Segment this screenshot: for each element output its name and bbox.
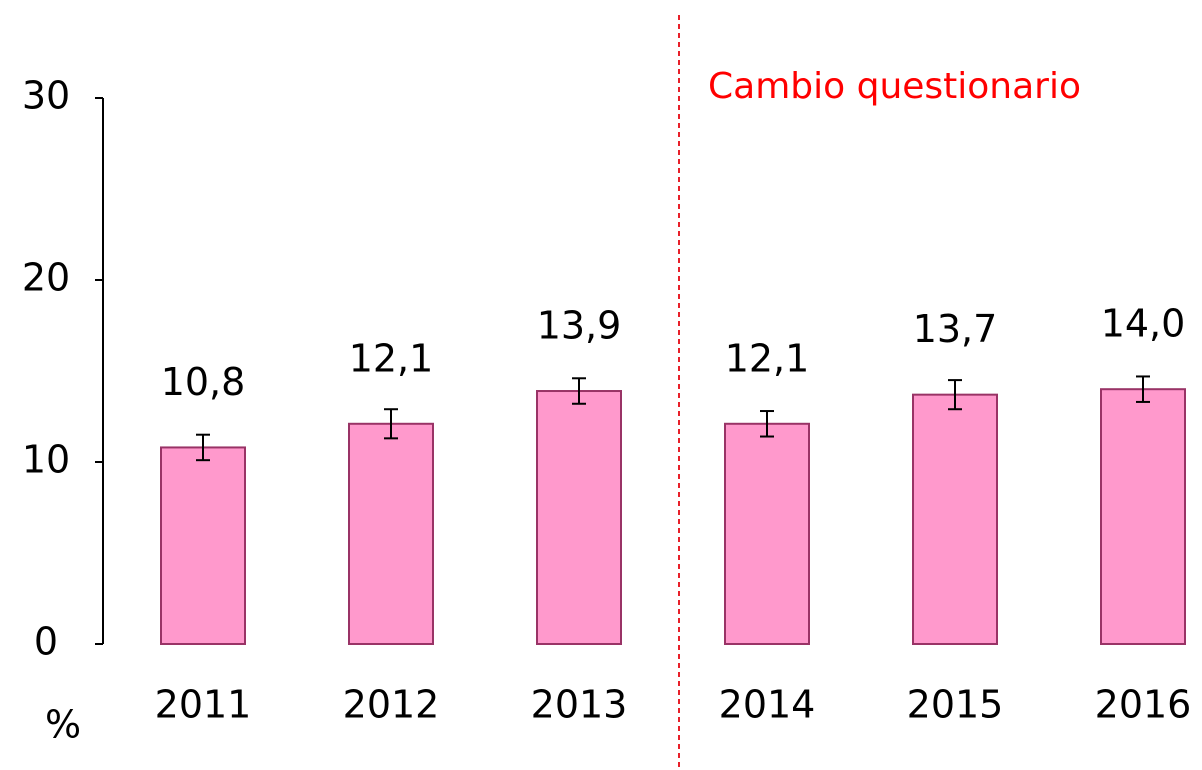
x-tick-label: 2013 [531,683,628,727]
bar [536,390,622,645]
value-label: 12,1 [725,336,810,380]
x-tick-label: 2012 [343,683,440,727]
y-axis-label: % [45,703,81,747]
y-tick-label: 0 [34,620,58,664]
value-label: 14,0 [1101,302,1186,346]
x-tick-label: 2015 [907,683,1004,727]
error-bar [384,408,398,440]
error-bar [572,377,586,405]
value-label: 10,8 [161,360,246,404]
value-label: 13,9 [537,304,622,348]
bar [912,393,998,645]
error-bar [760,410,774,438]
bar [348,422,434,645]
x-tick-label: 2016 [1095,683,1192,727]
y-tick-label: 20 [22,256,70,300]
annotation: Cambio questionario [708,66,1081,107]
bar [1100,388,1186,646]
x-tick-label: 2014 [719,683,816,727]
error-bar [1136,375,1150,403]
error-bar [948,379,962,411]
y-tick-label: 30 [22,74,70,118]
x-tick-label: 2011 [155,683,252,727]
y-tick-label: 10 [22,438,70,482]
value-label: 13,7 [913,307,998,351]
error-bar [196,433,210,462]
bar [724,422,810,645]
bar [160,446,246,645]
value-label: 12,1 [349,336,434,380]
